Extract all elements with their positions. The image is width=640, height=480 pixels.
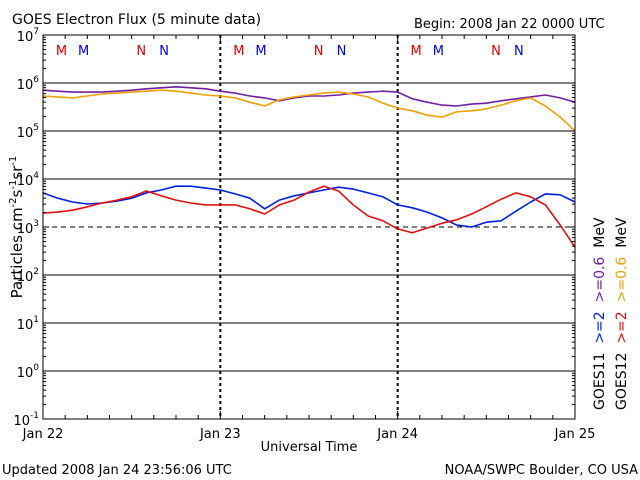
- x-axis-label: Universal Time: [261, 440, 358, 455]
- y-tick-label: 106: [17, 75, 40, 93]
- data-series: [42, 86, 576, 248]
- series-line-goes12-2-mev: [42, 185, 576, 248]
- chart-title: GOES Electron Flux (5 minute data): [12, 12, 261, 28]
- marker-m: M: [233, 44, 244, 59]
- y-axis-label: Particles cm-2s-1sr-1: [8, 156, 26, 299]
- y-tick-label: 107: [17, 27, 39, 45]
- grid-lines: [43, 35, 575, 419]
- marker-m: M: [78, 44, 89, 59]
- marker-m: M: [255, 44, 266, 59]
- marker-m: M: [56, 44, 67, 59]
- y-tick-label: 104: [17, 171, 40, 189]
- marker-n: N: [514, 44, 524, 59]
- marker-n: N: [136, 44, 146, 59]
- y-tick-label: 101: [17, 315, 39, 333]
- y-tick-label: 100: [17, 363, 40, 381]
- marker-n: N: [491, 44, 501, 59]
- source-credit: NOAA/SWPC Boulder, CO USA: [445, 463, 638, 478]
- updated-timestamp: Updated 2008 Jan 24 23:56:06 UTC: [2, 463, 232, 478]
- x-tick-label: Jan 23: [199, 427, 241, 442]
- y-tick-label: 102: [17, 267, 39, 285]
- x-tick-label: Jan 22: [22, 427, 64, 442]
- marker-n: N: [314, 44, 324, 59]
- y-tick-label: 10-1: [13, 411, 39, 429]
- legend-entry: GOES12 >=2 >=0.6 MeV: [614, 217, 630, 410]
- y-tick-label: 103: [17, 219, 39, 237]
- begin-label: Begin: 2008 Jan 22 0000 UTC: [414, 17, 605, 32]
- series-line-goes12-0-6-mev: [42, 89, 576, 132]
- legend-entry: GOES11 >=2 >=0.6 MeV: [592, 217, 608, 410]
- marker-m: M: [433, 44, 444, 59]
- marker-n: N: [337, 44, 347, 59]
- legend: GOES11 >=2 >=0.6 MeV GOES12 >=2 >=0.6 MeV: [592, 217, 630, 410]
- x-tick-label: Jan 24: [376, 427, 418, 442]
- marker-n: N: [159, 44, 169, 59]
- series-line-goes11-0-6-mev: [42, 86, 576, 107]
- x-axis-ticks: Jan 22 Jan 23 Jan 24 Jan 25: [22, 35, 596, 442]
- marker-m: M: [411, 44, 422, 59]
- y-tick-label: 105: [17, 123, 39, 141]
- y-axis-ticks: 107 106 105 104 103 102 101 100 10-1: [13, 27, 575, 429]
- x-tick-label: Jan 25: [554, 427, 596, 442]
